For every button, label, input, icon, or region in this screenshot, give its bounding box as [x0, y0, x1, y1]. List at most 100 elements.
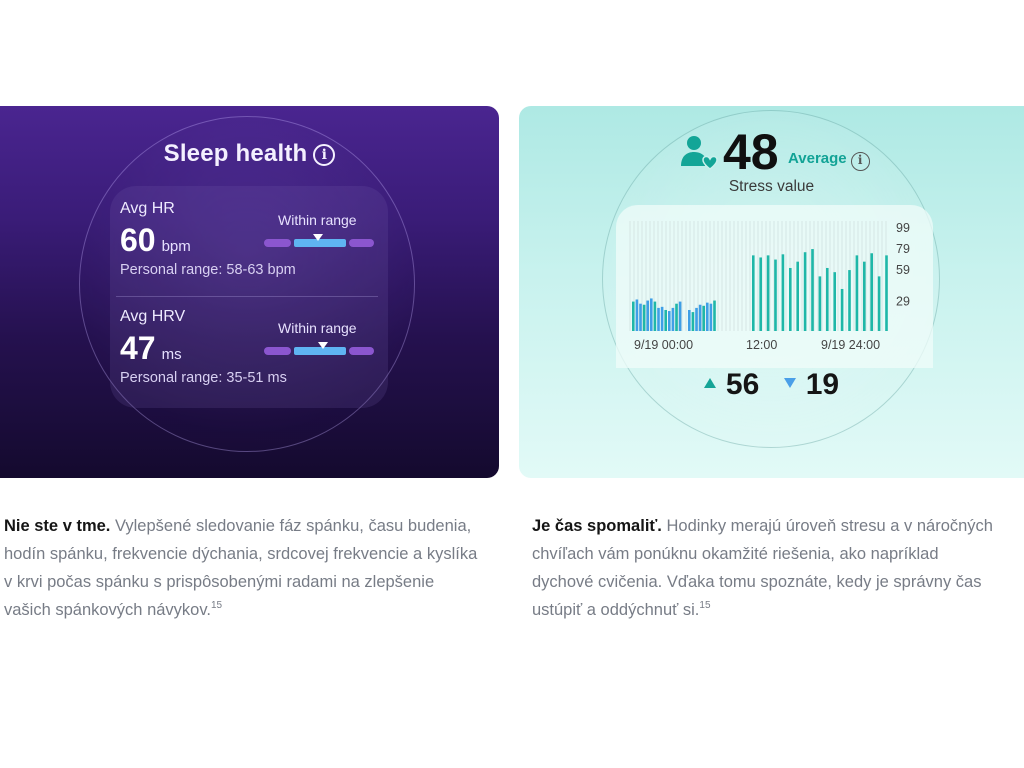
- chart-bar: [759, 257, 762, 331]
- stress-level: Average i: [788, 150, 870, 171]
- chart-bar: [811, 249, 814, 331]
- person-heart-icon: [681, 136, 718, 170]
- chart-bar: [706, 302, 709, 331]
- chart-bar: [789, 267, 792, 331]
- arrow-down-icon: [783, 378, 796, 388]
- chart-bar: [855, 255, 859, 331]
- range-marker-icon: [313, 234, 323, 241]
- chart-bar: [650, 298, 653, 331]
- sleep-description-body: Vylepšené sledovanie fáz spánku, času bu…: [4, 517, 478, 619]
- chart-bar: [713, 300, 716, 331]
- sleep-health-title-text: Sleep health: [163, 140, 308, 167]
- chart-bar: [671, 307, 675, 331]
- chart-bar: [675, 303, 678, 331]
- avg-hrv-value: 47: [120, 330, 156, 366]
- chart-bar: [826, 267, 829, 331]
- range-below-segment: [264, 347, 291, 355]
- avg-hr-range-bar: [264, 234, 374, 249]
- avg-hr-unit: bpm: [161, 238, 191, 255]
- stress-high: 56: [703, 368, 760, 402]
- avg-hr-metric: Avg HR 60 bpm Within range Personal range…: [120, 200, 380, 290]
- metric-divider: [116, 296, 378, 297]
- stress-card: 48 Average i Stress value 99 79 59 29 9/19 00…: [519, 106, 1024, 478]
- footnote-ref[interactable]: 15: [210, 600, 223, 611]
- chart-bar: [803, 252, 807, 331]
- avg-hrv-range-bar: [264, 342, 374, 357]
- y-tick-label: 29: [896, 295, 910, 309]
- chart-bar: [840, 288, 844, 331]
- chart-bar: [646, 300, 649, 331]
- chart-bar: [702, 305, 705, 331]
- stress-description: Je čas spomaliť. Hodinky merajú úroveň s…: [532, 512, 1002, 624]
- avg-hr-status: Within range: [278, 212, 357, 228]
- chart-bar: [848, 270, 851, 331]
- stress-description-body: Hodinky merajú úroveň stresu a v náročný…: [532, 517, 993, 619]
- range-within-segment: [294, 239, 346, 247]
- avg-hr-label: Avg HR: [120, 200, 175, 217]
- avg-hrv-unit: ms: [161, 346, 182, 363]
- chart-bar: [833, 272, 836, 331]
- chart-bar: [818, 276, 822, 331]
- chart-bar: [885, 255, 888, 331]
- chart-bar: [766, 255, 770, 331]
- arrow-up-icon: [703, 378, 716, 388]
- sleep-description-lead: Nie ste v tme.: [4, 517, 111, 535]
- stress-chart-panel: 99 79 59 29 9/19 00:00 12:00 9/19 24:00: [616, 205, 933, 368]
- info-icon[interactable]: i: [313, 144, 336, 166]
- sleep-health-title: Sleep health i: [0, 140, 499, 168]
- footnote-ref[interactable]: 15: [699, 600, 711, 611]
- chart-bar: [796, 261, 799, 331]
- chart-bar: [668, 311, 671, 331]
- x-tick-label: 9/19 24:00: [821, 338, 880, 352]
- avg-hrv-label: Avg HRV: [120, 308, 186, 325]
- stress-high-value: 56: [725, 368, 760, 401]
- chart-bar: [688, 309, 691, 331]
- stress-low-value: 19: [805, 368, 840, 401]
- avg-hr-personal-range: Personal range: 58-63 bpm: [120, 262, 296, 278]
- info-icon[interactable]: i: [850, 152, 870, 171]
- chart-bar: [639, 303, 642, 331]
- chart-bar: [863, 261, 866, 331]
- x-tick-label: 9/19 00:00: [634, 338, 693, 352]
- stress-description-lead: Je čas spomaliť.: [532, 517, 662, 535]
- avg-hr-value-row: 60 bpm: [120, 222, 191, 259]
- chart-bar: [698, 304, 702, 331]
- x-tick-label: 12:00: [746, 338, 777, 352]
- chart-bar: [752, 255, 755, 331]
- chart-bar: [657, 307, 660, 331]
- stress-high-low: 56 19: [519, 368, 1024, 402]
- y-tick-label: 99: [896, 221, 910, 235]
- chart-bar: [781, 254, 785, 331]
- chart-bar: [664, 309, 667, 331]
- stress-value: 48: [723, 124, 779, 180]
- watch-face-ring: [79, 116, 415, 452]
- chart-bar: [691, 312, 695, 331]
- stress-level-text: Average: [788, 150, 847, 167]
- chart-bar: [653, 301, 657, 331]
- chart-bar: [635, 299, 639, 331]
- stress-subtitle: Stress value: [728, 178, 815, 195]
- sleep-description: Nie ste v tme. Vylepšené sledovanie fáz …: [4, 512, 484, 624]
- range-within-segment: [294, 347, 346, 355]
- chart-bar: [678, 301, 682, 331]
- chart-bar: [877, 276, 881, 331]
- chart-bar: [870, 253, 873, 331]
- sleep-health-card: Sleep health i Avg HR 60 bpm Within range …: [0, 106, 499, 478]
- range-marker-icon: [318, 342, 328, 349]
- avg-hrv-status: Within range: [278, 320, 357, 336]
- chart-bar: [709, 303, 713, 331]
- stress-bar-chart: 99 79 59 29 9/19 00:00 12:00 9/19 24:00: [629, 221, 910, 352]
- chart-bar: [660, 306, 664, 331]
- chart-bar: [632, 301, 635, 331]
- chart-bar: [642, 304, 646, 331]
- sleep-metrics-panel: Avg HR 60 bpm Within range Personal range…: [110, 186, 388, 408]
- avg-hrv-metric: Avg HRV 47 ms Within range Personal range…: [120, 308, 380, 398]
- range-above-segment: [349, 239, 374, 247]
- chart-bar: [774, 259, 777, 331]
- y-tick-label: 79: [896, 242, 910, 256]
- avg-hr-value: 60: [120, 222, 156, 258]
- avg-hrv-personal-range: Personal range: 35-51 ms: [120, 370, 287, 386]
- avg-hrv-value-row: 47 ms: [120, 330, 182, 367]
- range-above-segment: [349, 347, 374, 355]
- y-tick-label: 59: [896, 263, 910, 277]
